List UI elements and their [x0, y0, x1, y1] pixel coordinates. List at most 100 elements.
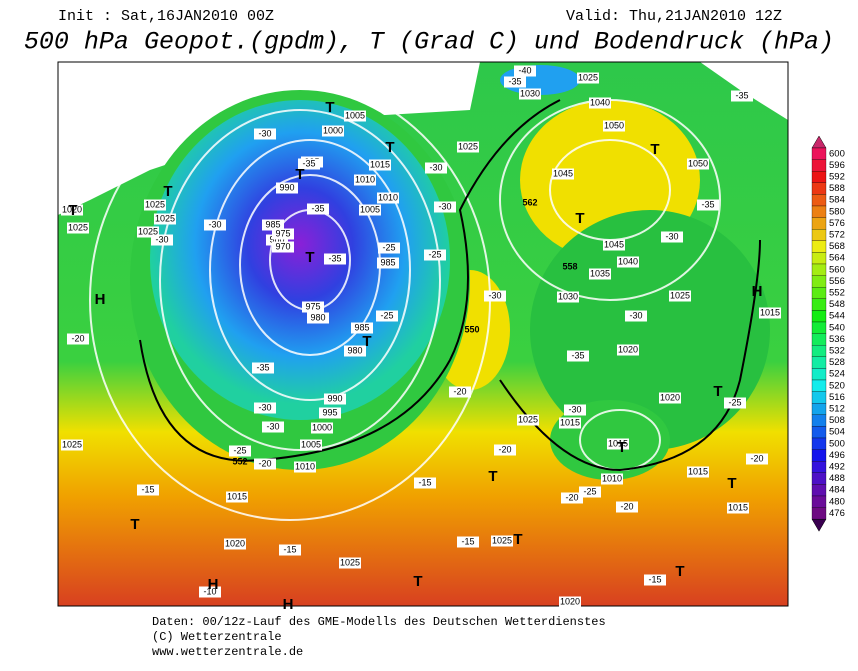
isobar-label: 1025 — [492, 535, 512, 545]
isobar-label: 1025 — [155, 213, 175, 223]
label-box — [659, 392, 681, 404]
colorbar-swatch — [811, 287, 827, 299]
footer-line: (C) Wetterzentrale — [152, 630, 282, 644]
isotherm-label: -20 — [565, 492, 578, 502]
isobar-label: 1025 — [138, 226, 158, 236]
low-marker: T — [385, 139, 394, 156]
colorbar-arrow — [811, 135, 827, 149]
init-time: Init : Sat,16JAN2010 00Z — [58, 8, 274, 25]
colorbar-label: 564 — [829, 253, 845, 264]
isobar-label: 1000 — [323, 125, 343, 135]
isobar-label: 1045 — [553, 168, 573, 178]
isobar-label: 1050 — [688, 158, 708, 168]
height-label: 558 — [562, 261, 577, 271]
label-box — [151, 234, 173, 246]
label-box — [377, 192, 399, 204]
low-marker: T — [295, 166, 304, 183]
colorbar-label: 588 — [829, 183, 845, 194]
isotherm-label: -15 — [461, 536, 474, 546]
high-marker: H — [208, 576, 219, 593]
footer-line: www.wetterzentrale.de — [152, 645, 303, 659]
low-marker: T — [513, 531, 522, 548]
label-box — [616, 501, 638, 513]
low-marker: T — [713, 383, 722, 400]
label-box — [377, 257, 399, 269]
colorbar-label: 596 — [829, 160, 845, 171]
colorbar-swatch — [811, 391, 827, 404]
label-box — [252, 362, 274, 374]
isobar-label: 990 — [279, 182, 294, 192]
label-box — [607, 438, 629, 450]
label-box — [229, 445, 251, 457]
isobar-label: 1020 — [225, 538, 245, 548]
label-box — [589, 97, 611, 109]
colorbar-swatch — [811, 472, 827, 485]
colorbar-label: 556 — [829, 276, 845, 287]
high-marker: H — [95, 291, 106, 308]
colorbar-swatch — [811, 426, 827, 439]
height-label: 562 — [522, 197, 537, 207]
label-box — [324, 393, 346, 405]
label-box — [669, 290, 691, 302]
colorbar-label: 500 — [829, 438, 845, 449]
isotherm-label: -30 — [438, 201, 451, 211]
low-marker: T — [130, 516, 139, 533]
label-box — [577, 72, 599, 84]
colorbar-arrow — [811, 518, 827, 532]
label-box — [661, 231, 683, 243]
isobar-label: 975 — [305, 301, 320, 311]
label-box — [272, 241, 294, 253]
isotherm-label: -20 — [498, 444, 511, 454]
isotherm-label: -30 — [208, 219, 221, 229]
colorbar-label: 492 — [829, 462, 845, 473]
label-box — [517, 414, 539, 426]
colorbar-label: 548 — [829, 299, 845, 310]
isotherm-label: -15 — [141, 484, 154, 494]
label-box — [339, 557, 361, 569]
isotherm-label: -30 — [629, 310, 642, 320]
label-box — [262, 219, 284, 231]
isobar-label: 995 — [322, 407, 337, 417]
label-box — [369, 159, 391, 171]
map-frame — [57, 61, 789, 607]
isobar-label: 1025 — [670, 290, 690, 300]
label-box — [731, 90, 753, 102]
colorbar-swatch — [811, 414, 827, 427]
low-marker: T — [727, 475, 736, 492]
colorbar-label: 576 — [829, 218, 845, 229]
label-box — [552, 168, 574, 180]
isotherm-label: -30 — [266, 421, 279, 431]
isotherm-label: -40 — [518, 65, 531, 75]
colorbar-label: 592 — [829, 172, 845, 183]
label-box — [67, 222, 89, 234]
label-box — [559, 417, 581, 429]
isobar-label: 1015 — [227, 491, 247, 501]
isotherm-label: -35 — [571, 350, 584, 360]
label-box — [302, 301, 324, 313]
label-box — [144, 199, 166, 211]
label-box — [224, 538, 246, 550]
isobar-label: 985 — [380, 257, 395, 267]
colorbar-label: 496 — [829, 450, 845, 461]
isotherm-label: -30 — [568, 404, 581, 414]
colorbar-label: 512 — [829, 404, 845, 415]
map-title: 500 hPa Geopot.(gpdm), T (Grad C) und Bo… — [24, 28, 834, 57]
colorbar-swatch — [811, 252, 827, 265]
isotherm-label: -15 — [283, 544, 296, 554]
isobar-label: 1025 — [518, 414, 538, 424]
isobar-label: 1040 — [590, 97, 610, 107]
isobar-label: 1030 — [558, 291, 578, 301]
isobar-label: 1025 — [458, 141, 478, 151]
label-box — [589, 268, 611, 280]
colorbar-label: 600 — [829, 148, 845, 159]
label-box — [294, 461, 316, 473]
isotherm-label: -30 — [155, 234, 168, 244]
colorbar-label: 484 — [829, 485, 845, 496]
colorbar-swatch — [811, 379, 827, 392]
isotherm-label: -35 — [735, 90, 748, 100]
colorbar-swatch — [811, 263, 827, 276]
isotherm-label: -30 — [488, 290, 501, 300]
label-box — [484, 290, 506, 302]
label-box — [617, 256, 639, 268]
label-box — [561, 492, 583, 504]
